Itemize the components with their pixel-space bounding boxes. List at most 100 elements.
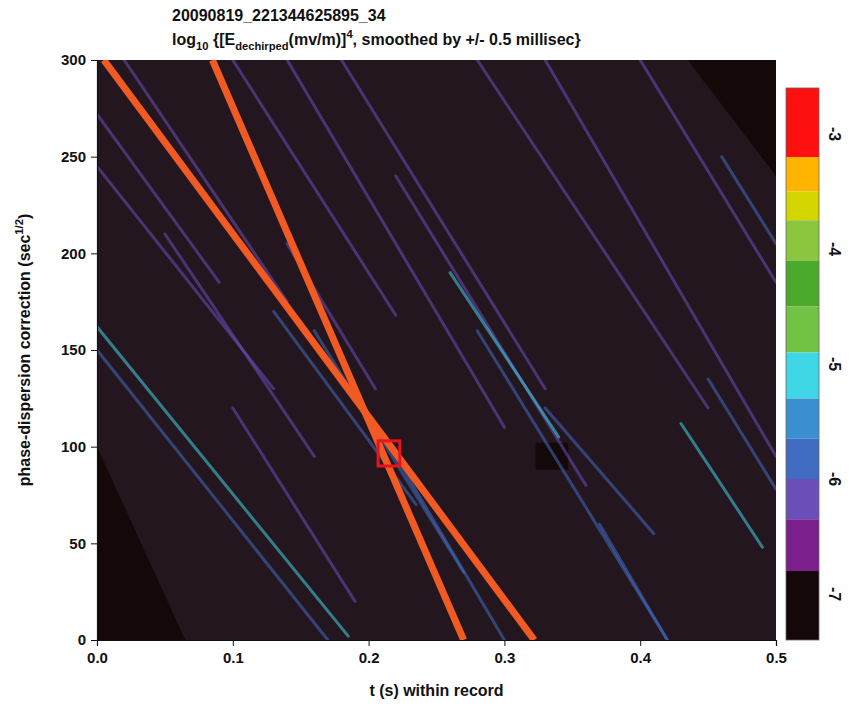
streak	[640, 60, 776, 282]
colorbar-band	[786, 519, 819, 571]
y-axis-title: phase-dispersion correction (sec1/2)	[13, 214, 33, 487]
tick: 0.4	[630, 640, 652, 666]
tick-mark	[640, 640, 641, 646]
streak	[545, 408, 654, 534]
tick-mark	[504, 640, 505, 646]
streak	[97, 327, 348, 636]
tick: 0.0	[87, 640, 108, 666]
colorbar-band	[786, 479, 819, 519]
tick-label: 0.0	[87, 649, 108, 666]
tick-label: 0	[78, 631, 86, 648]
colorbar-band	[786, 439, 819, 479]
title: 20090819_221344625895_34	[172, 7, 386, 24]
tick-mark	[776, 640, 777, 646]
tick: 0.5	[766, 640, 787, 666]
tick-label: 150	[61, 341, 86, 358]
y-axis: 0 50 100 150 200 250 300	[61, 51, 98, 648]
plot-background	[97, 60, 776, 640]
tick-label: 250	[61, 148, 86, 165]
streak	[477, 331, 667, 640]
streak	[450, 273, 559, 437]
text-part: log	[172, 31, 196, 48]
streak	[233, 60, 396, 315]
tick: 50	[69, 535, 97, 552]
axis-line	[91, 61, 98, 641]
text-part: 1/2	[13, 219, 25, 235]
colorbar-band	[786, 192, 819, 221]
x-axis-title: t (s) within record	[369, 682, 503, 699]
text-part: , smoothed by +/- 0.5 millisec}	[353, 31, 581, 48]
colorbar-label: -3	[826, 127, 843, 141]
tick-mark	[233, 640, 234, 646]
tick: 0.2	[359, 640, 380, 666]
tick-label: 200	[61, 245, 86, 262]
streak	[545, 60, 776, 456]
tick: 200	[61, 245, 97, 262]
text-part: 10	[196, 40, 208, 52]
colorbar-label: -7	[826, 587, 843, 601]
tick: 150	[61, 341, 97, 358]
tick: 300	[61, 51, 97, 68]
chart: 20090819_221344625895_34log10 {[Edechirp…	[0, 0, 852, 708]
tick-label: 0.3	[494, 649, 515, 666]
colorbar-band	[786, 157, 819, 192]
text-part: )	[16, 214, 33, 219]
colorbar-band	[786, 571, 819, 640]
colorbar-band	[786, 88, 819, 157]
streak	[477, 60, 708, 408]
streak	[681, 423, 762, 547]
streak	[165, 234, 314, 456]
tick: 100	[61, 438, 97, 455]
streak	[233, 408, 355, 601]
tick: 0.3	[494, 640, 515, 666]
plot-marks	[97, 60, 776, 640]
text-part: dechirped	[235, 40, 289, 52]
tick-mark	[369, 640, 370, 646]
text-part: phase-dispersion correction (sec	[16, 235, 33, 487]
streak	[722, 157, 776, 244]
subtitle: log10 {[Edechirped(mv/m)]4, smoothed by …	[172, 28, 581, 52]
streak	[708, 379, 776, 489]
x-axis: 0.0 0.1 0.2 0.3 0.4 0.5	[87, 640, 787, 666]
axis-line	[98, 641, 777, 647]
tick-mark	[91, 447, 97, 448]
tick-mark	[91, 640, 97, 641]
tick-mark	[91, 157, 97, 158]
colorbar-band	[786, 307, 819, 353]
tick: 0	[78, 631, 97, 648]
streak	[97, 350, 328, 640]
highlight-box	[378, 441, 400, 466]
guide-line	[212, 60, 463, 640]
guide-line	[104, 60, 534, 640]
colorbar: -3 -4 -5 -6 -7	[786, 88, 843, 640]
tick-label: 0.5	[766, 649, 787, 666]
tick-mark	[91, 543, 97, 544]
colorbar-label: -6	[826, 472, 843, 486]
tick-mark	[91, 350, 97, 351]
streak	[287, 60, 504, 427]
tick-label: 100	[61, 438, 86, 455]
tick-label: 300	[61, 51, 86, 68]
tick-label: 0.4	[630, 649, 652, 666]
colorbar-label: -4	[826, 242, 843, 256]
streak	[341, 60, 545, 389]
empty-region	[97, 447, 185, 640]
tick-mark	[91, 60, 97, 61]
colorbar-band	[786, 220, 819, 260]
colorbar-band	[786, 353, 819, 399]
tick-label: 50	[69, 535, 86, 552]
colorbar-label: -5	[826, 357, 843, 371]
tick-label: 0.1	[223, 649, 244, 666]
colorbar-band	[786, 261, 819, 307]
streak	[599, 524, 667, 640]
tick-label: 0.2	[359, 649, 380, 666]
text-part: (mv/m)]	[289, 31, 347, 48]
colorbar-frame	[786, 88, 819, 640]
tick: 250	[61, 148, 97, 165]
streak	[97, 114, 219, 282]
text-part: {[E	[208, 31, 235, 48]
streak	[396, 176, 586, 485]
colorbar-band	[786, 399, 819, 439]
tick: 0.1	[223, 640, 244, 666]
tick-mark	[91, 253, 97, 254]
